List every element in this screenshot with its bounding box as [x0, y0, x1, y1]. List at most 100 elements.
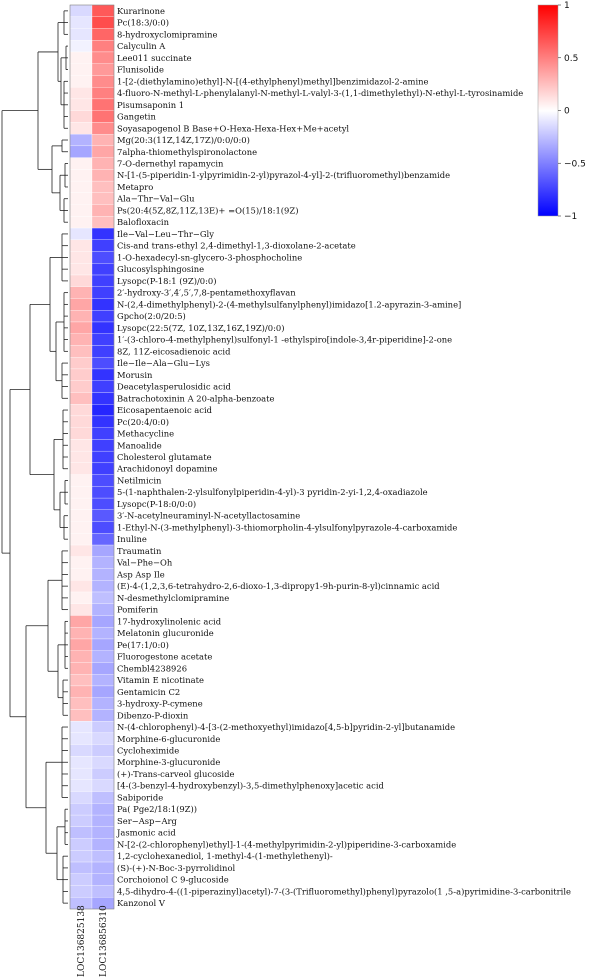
heatmap-cell	[91, 180, 115, 193]
row-label: 1′-(3-chloro-4-methylphenyl)sulfonyl-1 -…	[117, 335, 452, 345]
heatmap-cell	[91, 462, 115, 475]
row-label: 5-(1-naphthalen-2-ylsulfonylpiperidin-4-…	[117, 487, 428, 497]
row-label: Batrachotoxinin A 20-alpha-benzoate	[117, 393, 275, 403]
heatmap-cell	[69, 756, 93, 769]
heatmap-cell	[69, 697, 93, 710]
row-label: Morusin	[117, 370, 153, 380]
heatmap-cell	[69, 861, 93, 874]
row-label: Morphine-6-glucuronide	[117, 734, 220, 744]
heatmap-cell	[91, 509, 115, 522]
heatmap-cell	[91, 803, 115, 816]
heatmap-cell	[91, 298, 115, 311]
row-label: Ile−Ile−Ala−Glu−Lys	[117, 358, 210, 368]
heatmap-cell	[91, 826, 115, 839]
heatmap-cell	[69, 40, 93, 53]
row-label: Corchoionol C 9-glucoside	[117, 875, 229, 885]
row-label: Lee011 succinate	[117, 53, 192, 63]
row-label: Pc(18:3/0:0)	[117, 18, 169, 28]
heatmap-cell	[69, 333, 93, 346]
heatmap-cell	[69, 486, 93, 499]
row-label: Pomiferin	[117, 605, 159, 615]
heatmap-cell	[91, 122, 115, 135]
heatmap-cell	[91, 204, 115, 217]
heatmap-cell	[69, 404, 93, 417]
heatmap-cell	[69, 357, 93, 370]
heatmap-cell	[69, 75, 93, 88]
heatmap-cell	[91, 51, 115, 64]
heatmap-cell	[69, 169, 93, 182]
heatmap-cells	[69, 4, 115, 910]
row-label: Lysopc(22:5(7Z, 10Z,13Z,16Z,19Z)/0:0)	[117, 323, 285, 333]
row-label: Asp Asp Ile	[116, 569, 165, 579]
row-label: Metapro	[117, 182, 153, 192]
row-label: N-(4-chlorophenyl)-4-[3-(2-methoxyethyl)…	[117, 722, 455, 732]
heatmap-cell	[91, 63, 115, 76]
row-label: 1,2-cyclohexanediol, 1-methyl-4-(1-methy…	[117, 851, 333, 861]
row-label: 2′-hydroxy-3′,4′,5′,7,8-pentamethoxyflav…	[117, 288, 296, 298]
row-labels: Kurarinone Pc(18:3/0:0)8-hydroxyclomipram…	[116, 6, 571, 908]
heatmap-cell	[69, 732, 93, 745]
colorbar-tick-label: −1	[564, 212, 577, 222]
heatmap-cell	[91, 580, 115, 593]
heatmap-cell	[69, 98, 93, 111]
heatmap-cell	[69, 380, 93, 393]
heatmap-cell	[91, 415, 115, 428]
heatmap-cell	[91, 474, 115, 487]
row-label: N-[2-(2-chlorophenyl)ethyl]-1-(4-methylp…	[117, 839, 456, 849]
heatmap-cell	[91, 368, 115, 381]
row-label: Pisumsaponin 1	[117, 100, 184, 110]
heatmap-cell	[69, 157, 93, 170]
heatmap-cell	[91, 169, 115, 182]
heatmap-cell	[91, 732, 115, 745]
row-label: Cycloheximide	[117, 746, 179, 756]
row-label: Manoalide	[117, 440, 162, 450]
row-label: Kurarinone	[117, 6, 165, 16]
heatmap-cell	[69, 744, 93, 757]
heatmap-cell	[69, 709, 93, 722]
heatmap-cell	[91, 674, 115, 687]
row-label: 1-O-hexadecyl-sn-glycero-3-phosphocholin…	[117, 252, 302, 262]
column-label: LOC136856310	[99, 905, 109, 977]
column-labels: LOC136825138 LOC136856310	[77, 905, 109, 977]
row-label: (+)-Trans-carveol glucoside	[117, 769, 234, 779]
heatmap-cell	[91, 216, 115, 229]
heatmap-cell	[91, 392, 115, 405]
row-label: Flunisolide	[117, 65, 164, 75]
heatmap-cell	[91, 274, 115, 287]
heatmap-cell	[69, 28, 93, 41]
heatmap-cell	[91, 263, 115, 276]
row-label: Soyasapogenol B Base+O-Hexa-Hexa-Hex+Me+…	[117, 123, 349, 133]
heatmap-cell	[91, 439, 115, 452]
heatmap-cell	[69, 310, 93, 323]
heatmap-cell	[69, 767, 93, 781]
heatmap-cell	[69, 415, 93, 428]
row-label: Jasmonic acid	[116, 828, 176, 838]
heatmap-cell	[69, 122, 93, 135]
heatmap-cell	[91, 591, 115, 604]
colorbar-tick-label: 0	[564, 107, 570, 117]
row-label: [4-(3-benzyl-4-hydroxybenzyl)-3,5-dimeth…	[117, 781, 385, 791]
heatmap-cell	[91, 521, 115, 534]
heatmap-cell	[91, 16, 115, 29]
row-label: 1-Ethyl-N-(3-methylphenyl)-3-thiomorphol…	[117, 522, 457, 532]
row-label: Kanzonol V	[117, 898, 166, 908]
row-label: Gpcho(2:0/20:5)	[117, 311, 186, 321]
heatmap-cell	[69, 133, 93, 147]
row-label: Pc(20:4/0:0)	[117, 417, 169, 427]
heatmap-cell	[69, 227, 93, 240]
heatmap-cell	[69, 286, 93, 299]
heatmap-cell	[91, 556, 115, 569]
row-label: Cis-and trans-ethyl 2,4-dimethyl-1,3-dio…	[117, 241, 356, 251]
row-label: Traumatin	[117, 546, 162, 556]
column-label: LOC136825138	[77, 905, 87, 977]
heatmap-cell	[69, 298, 93, 311]
row-label: Inuline	[117, 534, 147, 544]
row-label: Ser−Asp−Arg	[117, 816, 177, 826]
heatmap-cell	[69, 180, 93, 193]
heatmap-cell	[69, 4, 93, 17]
heatmap-cell	[69, 674, 93, 687]
row-label: Calyculin A	[117, 41, 166, 51]
row-label: Lysopc(P-18:1 (9Z)/0:0)	[117, 276, 217, 286]
heatmap-cell	[69, 239, 93, 252]
